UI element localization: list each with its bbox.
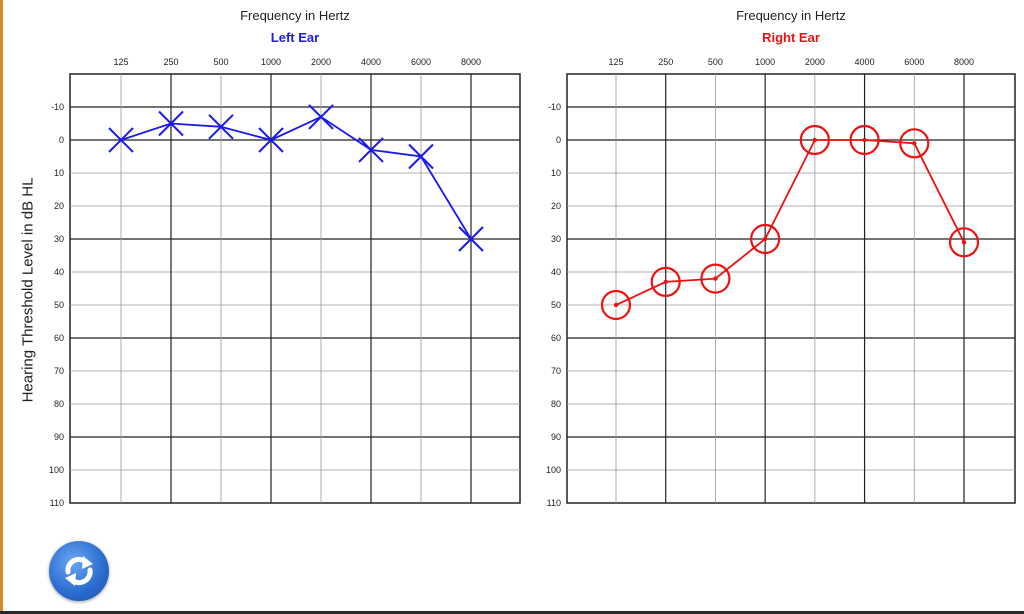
data-point-x-marker [458,226,484,252]
circle-marker-ring [600,289,632,321]
circle-marker-ring [700,263,731,294]
x-tick-label: 250 [658,57,673,67]
plot-border [566,73,1016,504]
x-marker-stroke [258,127,284,153]
circle-marker-ring [650,266,681,297]
circle-marker-ring [948,227,980,258]
x-marker-stroke [158,110,184,137]
y-tick-label: 20 [54,201,64,211]
y-tick-label: 80 [54,399,64,409]
circle-marker-dot [613,302,619,308]
x-marker-stroke [408,143,434,170]
y-tick-label: 50 [551,300,561,310]
data-point-x-marker [158,110,184,137]
x-marker-stroke [458,226,484,252]
left-ear-audiogram: Frequency in Hertz Left Ear -10 0 10 20 30 40 50… [49,8,521,508]
refresh-icon [65,556,93,586]
x-marker-stroke [358,137,384,163]
data-point-x-marker [358,137,384,163]
right-ear-audiogram: Frequency in Hertz Right Ear -10 0 10 20 30 40 5… [546,8,1016,508]
data-point-x-marker [108,127,134,153]
x-tick-label: 1000 [755,57,775,67]
y-tick-label: 70 [54,366,64,376]
y-tick-label: 0 [59,135,64,145]
x-tick-label: 4000 [361,57,381,67]
y-tick-label: 30 [551,234,561,244]
y-tick-label: 40 [54,267,64,277]
x-marker-stroke [108,127,134,153]
x-tick-label: 4000 [855,57,875,67]
window-frame-left-edge [0,0,3,614]
data-point-circle-marker [650,266,681,297]
circle-marker-dot [961,240,967,245]
x-tick-label: 2000 [311,57,331,67]
y-tick-label: 90 [551,432,561,442]
circle-marker-dot [812,137,818,143]
data-point-circle-marker [899,128,930,159]
data-point-x-marker [258,127,284,153]
data-point-circle-marker [700,263,731,294]
y-tick-label: -10 [51,102,64,112]
circle-marker-ring [750,223,781,255]
y-tick-label: 100 [49,465,64,475]
y-tick-label: 70 [551,366,561,376]
x-tick-label: 6000 [411,57,431,67]
x-marker-stroke [208,114,234,140]
data-point-x-marker [408,143,434,170]
circle-marker-dot [862,137,867,143]
circle-marker-ring [899,128,930,159]
x-marker-stroke [308,104,334,130]
y-tick-label: 10 [551,168,561,178]
plot-border [69,73,521,504]
y-tick-label: 60 [54,333,64,343]
x-tick-label: 6000 [904,57,924,67]
ear-label: Right Ear [762,30,820,45]
circle-marker-dot [663,279,668,285]
x-tick-label: 125 [608,57,623,67]
circle-marker-dot [762,236,768,242]
chart-title: Frequency in Hertz [736,8,846,23]
data-point-circle-marker [948,227,980,258]
y-tick-label: 90 [54,432,64,442]
ear-label: Left Ear [271,30,319,45]
x-tick-label: 500 [708,57,723,67]
x-tick-label: 125 [113,57,128,67]
series-line [120,115,472,240]
x-tick-label: 2000 [805,57,825,67]
y-tick-label: 20 [551,201,561,211]
chart-title: Frequency in Hertz [240,8,350,23]
data-point-circle-marker [750,223,781,255]
x-tick-label: 1000 [261,57,281,67]
y-tick-label: 100 [546,465,561,475]
x-tick-label: 250 [163,57,178,67]
y-tick-label: 110 [547,498,561,508]
data-point-x-marker [308,104,334,130]
data-point-circle-marker [799,124,830,156]
y-tick-label: 40 [551,267,561,277]
y-tick-label: 50 [54,300,64,310]
window-frame-bottom-edge [0,611,1024,614]
y-tick-label: 10 [54,168,64,178]
y-tick-label: 0 [556,135,561,145]
refresh-button[interactable] [49,541,109,601]
data-point-x-marker [208,114,234,140]
x-tick-label: 8000 [954,57,974,67]
y-tick-label: 80 [551,399,561,409]
series-line [615,139,965,306]
y-tick-label: 60 [551,333,561,343]
circle-marker-ring [799,124,830,156]
x-tick-label: 500 [213,57,228,67]
x-tick-label: 8000 [461,57,481,67]
data-point-circle-marker [849,124,880,156]
y-tick-label: -10 [548,102,561,112]
circle-marker-dot [713,276,718,281]
circle-marker-ring [849,124,880,156]
y-tick-label: 110 [50,498,64,508]
circle-marker-dot [912,141,917,146]
data-point-circle-marker [600,289,632,321]
y-tick-label: 30 [54,234,64,244]
